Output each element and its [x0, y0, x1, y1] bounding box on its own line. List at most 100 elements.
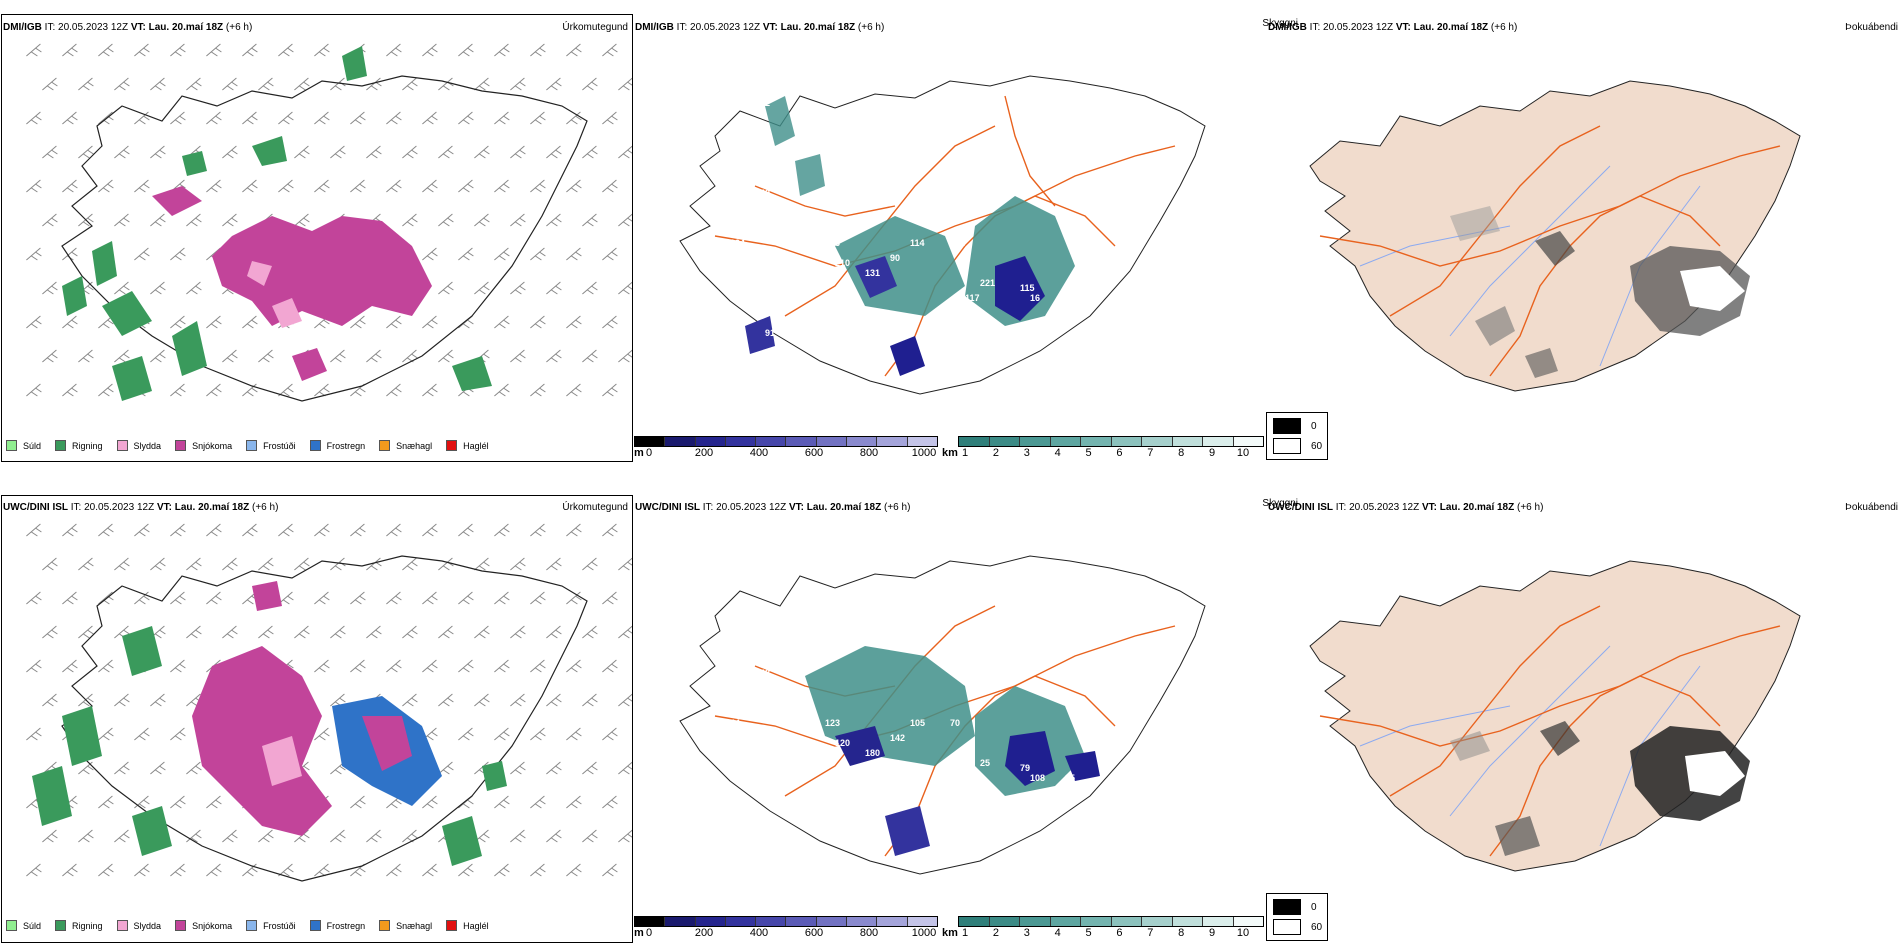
colorbar-cell	[989, 437, 1020, 446]
wind-barb	[618, 761, 632, 775]
legend-item: Slydda	[116, 920, 161, 931]
panel-header: DMI/IGB IT: 20.05.2023 12Z VT: Lau. 20.m…	[3, 22, 252, 34]
cloudbase-label: 243	[765, 158, 780, 168]
wind-barb	[618, 281, 632, 295]
wind-barb	[314, 179, 330, 193]
wind-barb	[546, 625, 562, 639]
cloudbase-label: 35	[1065, 293, 1075, 303]
wind-barb	[458, 43, 474, 57]
wind-barb	[494, 863, 510, 877]
colorbar-cell	[1020, 437, 1051, 446]
wind-barb	[510, 281, 526, 295]
wind-barb	[494, 179, 510, 193]
tick-label: 600	[804, 447, 824, 459]
wind-barb	[170, 727, 186, 741]
tick-label: 400	[749, 927, 769, 939]
wind-barb	[314, 111, 330, 125]
wind-barb	[170, 43, 186, 57]
wind-barb	[458, 247, 474, 261]
model-name: UWC/DINI ISL	[3, 502, 68, 513]
legend-item: Súld	[6, 440, 41, 451]
legend-item: Rigning	[55, 440, 103, 451]
it-value: 20.05.2023 12Z	[1323, 22, 1394, 33]
it-value: 20.05.2023 12Z	[84, 502, 155, 513]
cloudbase-label: 120	[835, 738, 850, 748]
wind-barb	[98, 863, 114, 877]
model-name: DMI/IGB	[635, 22, 674, 33]
swatch	[55, 920, 67, 931]
wind-barb	[150, 557, 166, 571]
wind-barb	[566, 247, 582, 261]
wind-barb	[602, 247, 618, 261]
cloudbase-label: 77	[935, 348, 945, 358]
wind-barb	[134, 591, 150, 605]
visibility-colorbar-2	[958, 916, 1264, 927]
wind-barb	[206, 795, 222, 809]
wind-barb	[206, 43, 222, 57]
wind-barb	[242, 315, 258, 329]
wind-barb	[170, 795, 186, 809]
swatch	[379, 440, 391, 451]
wind-barb	[510, 213, 526, 227]
swatch	[175, 440, 187, 451]
wind-barb	[330, 829, 346, 843]
colorbar-cell	[816, 917, 848, 926]
vt-label: VT:	[1395, 22, 1411, 33]
wind-barb	[330, 145, 346, 159]
model-name: DMI/IGB	[1268, 22, 1307, 33]
wind-barb	[170, 863, 186, 877]
wind-barb	[26, 523, 42, 537]
colorbar-cell	[1142, 917, 1173, 926]
wind-barb	[422, 659, 438, 673]
wind-barb	[222, 557, 238, 571]
wind-barb	[98, 111, 114, 125]
legend-item: Haglél	[446, 440, 489, 451]
wind-barb	[566, 111, 582, 125]
precip-legend-2: Súld Rigning Slydda Snjókoma Frostúði Fr…	[6, 920, 503, 931]
wind-barb	[510, 77, 526, 91]
swatch	[116, 440, 128, 451]
fog-key-row: 0	[1273, 899, 1317, 915]
wind-barb	[602, 659, 618, 673]
wind-barb	[42, 77, 58, 91]
tick-label: 9	[1209, 927, 1216, 939]
wind-barb	[402, 829, 418, 843]
tick-label: 10	[1236, 447, 1250, 459]
wind-barb	[170, 523, 186, 537]
wind-barb	[546, 281, 562, 295]
wind-barb	[206, 591, 222, 605]
wind-barb	[350, 795, 366, 809]
cloudbase-label: 108	[1030, 773, 1045, 783]
wind-barb	[114, 281, 130, 295]
legend-item: Haglél	[446, 920, 489, 931]
wind-barb	[98, 383, 114, 397]
wind-barb	[546, 829, 562, 843]
wind-barb	[458, 591, 474, 605]
cloudbase-label: 210	[835, 258, 850, 268]
wind-barb	[366, 349, 382, 363]
tick-label: 600	[804, 927, 824, 939]
vt-value: Lau. 20.maí 18Z	[1439, 502, 1515, 513]
it-value: 20.05.2023 12Z	[1349, 502, 1420, 513]
wind-barb	[618, 145, 632, 159]
cloudbase-label: 105	[965, 773, 980, 783]
wind-barb	[114, 349, 130, 363]
it-label: IT:	[70, 502, 82, 513]
wind-barb	[494, 247, 510, 261]
wind-barb	[530, 315, 546, 329]
wind-barb	[494, 43, 510, 57]
swatch	[379, 920, 391, 931]
wind-barb	[294, 213, 310, 227]
wind-barb	[386, 591, 402, 605]
wind-barb	[530, 179, 546, 193]
legend-item: Súld	[6, 920, 41, 931]
wind-barb	[78, 557, 94, 571]
wind-barb	[294, 77, 310, 91]
swatch	[1273, 919, 1301, 935]
cloudbase-label: 44	[730, 718, 740, 728]
wind-barb	[386, 863, 402, 877]
swatch	[1273, 899, 1301, 915]
vt-label: VT:	[130, 22, 146, 33]
tick-label: 3	[1023, 927, 1030, 939]
colorbar-cell	[756, 437, 787, 446]
